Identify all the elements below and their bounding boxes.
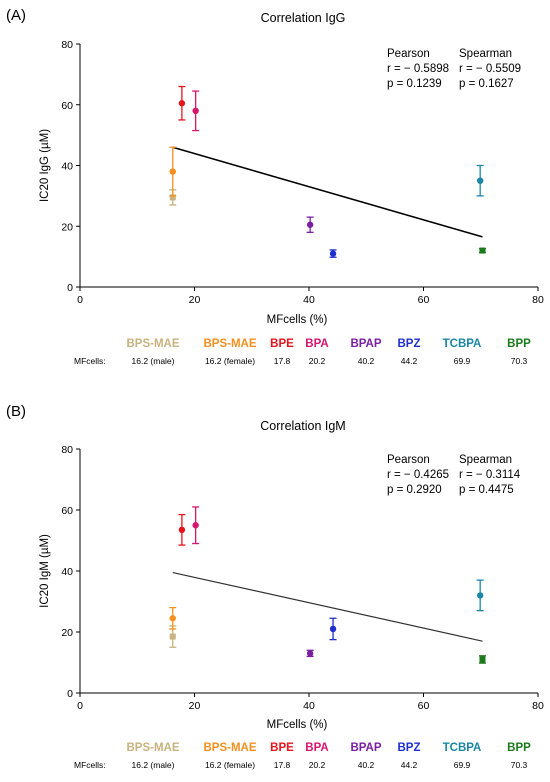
x-axis-label: MFcells (%) (267, 314, 328, 326)
chart-title: Correlation IgM (260, 419, 345, 433)
stats-pearson-p: p = 0.1239 (387, 78, 442, 90)
y-tick-label: 20 (61, 627, 73, 639)
legend-mfcells-value: 16.2 (female) (205, 356, 255, 366)
x-tick-label: 80 (532, 700, 544, 712)
legend-mfcells-value: 69.9 (454, 760, 471, 770)
legend-row-label: MFcells: (74, 356, 106, 366)
x-tick-label: 40 (303, 294, 315, 306)
y-tick-label: 40 (61, 566, 73, 578)
legend-mfcells-value: 70.3 (511, 356, 528, 366)
legend-mfcells-value: 16.2 (male) (132, 760, 175, 770)
chart-panel-b: (B) Correlation IgM 0 20 40 60 80 0 20 40 60 80 MFce… (6, 403, 544, 770)
legend-name-bpp: BPP (507, 338, 531, 350)
x-tick-label: 20 (189, 294, 201, 306)
data-point-bpa (192, 522, 199, 529)
data-point-tcbpa (476, 592, 484, 599)
data-point-bps-mae (169, 615, 176, 622)
y-tick-label: 80 (61, 39, 73, 51)
legend-mfcells-value: 44.2 (401, 760, 418, 770)
data-point-bps-mae (169, 168, 176, 175)
y-axis-label: IC20 IgG (µM) (39, 129, 51, 202)
data-point-tcbpa (476, 177, 484, 184)
legend-name-tcbpa: TCBPA (443, 742, 482, 754)
y-tick-label: 80 (61, 444, 73, 456)
y-axis-label: IC20 IgM (µM) (39, 534, 51, 608)
x-tick-label: 0 (77, 294, 83, 306)
stats-spearman-header: Spearman (459, 48, 512, 60)
data-point-bpp (479, 656, 486, 663)
stats-pearson-r: r = − 0.4265 (387, 469, 449, 481)
legend-name-bpap: BPAP (350, 338, 381, 350)
data-point-bps-mae (169, 633, 176, 640)
stats-spearman-p: p = 0.1627 (459, 78, 514, 90)
x-tick-label: 60 (418, 294, 430, 306)
chart-title: Correlation IgG (261, 11, 346, 25)
data-point-bps-mae (169, 194, 176, 201)
legend-mfcells-value: 20.2 (309, 356, 326, 366)
legend-name-bpa: BPA (305, 338, 328, 350)
stats-pearson-header: Pearson (387, 454, 430, 466)
x-tick-label: 60 (418, 700, 430, 712)
y-tick-label: 40 (61, 161, 73, 173)
legend-mfcells-value: 16.2 (female) (205, 760, 255, 770)
legend-mfcells-value: 17.8 (274, 760, 291, 770)
legend-name-bpa: BPA (305, 742, 328, 754)
y-tick-label: 60 (61, 100, 73, 112)
y-tick-label: 20 (61, 221, 73, 233)
legend-mfcells-value: 20.2 (309, 760, 326, 770)
x-axis-label: MFcells (%) (267, 719, 328, 731)
stats-pearson-p: p = 0.2920 (387, 484, 442, 496)
data-point-bpz (329, 250, 337, 257)
legend-name-bps-mae: BPS-MAE (203, 338, 256, 350)
legend-name-bps-mae: BPS-MAE (126, 742, 179, 754)
data-point-bpp (479, 247, 486, 254)
legend-name-bpe: BPE (270, 742, 294, 754)
y-tick-label: 60 (61, 505, 73, 517)
legend-mfcells-value: 44.2 (401, 356, 418, 366)
x-tick-label: 80 (532, 294, 544, 306)
legend-name-bps-mae: BPS-MAE (126, 338, 179, 350)
legend-mfcells-value: 17.8 (274, 356, 291, 366)
stats-spearman-r: r = − 0.3114 (459, 469, 521, 481)
legend-name-bpz: BPZ (398, 742, 421, 754)
data-point-bpap (306, 650, 314, 657)
legend-name-bpe: BPE (270, 338, 294, 350)
data-point-bpe (178, 100, 186, 107)
chart-panel-a: (A) Correlation IgG 0 20 40 60 80 0 20 40 60 80 MFce… (6, 7, 544, 366)
data-point-bpz (329, 625, 337, 633)
legend-mfcells-value: 40.2 (358, 356, 375, 366)
legend-name-bps-mae: BPS-MAE (203, 742, 256, 754)
trend-line (172, 146, 483, 238)
legend-mfcells-value: 69.9 (454, 356, 471, 366)
data-point-bpa (192, 107, 199, 115)
x-tick-label: 20 (189, 700, 201, 712)
legend-mfcells-value: 16.2 (male) (132, 356, 175, 366)
legend-name-tcbpa: TCBPA (443, 338, 482, 350)
trend-line (172, 571, 483, 642)
stats-spearman-r: r = − 0.5509 (459, 63, 521, 75)
stats-spearman-p: p = 0.4475 (459, 484, 514, 496)
stats-spearman-header: Spearman (459, 454, 512, 466)
panel-label: (B) (6, 403, 26, 420)
stats-pearson-header: Pearson (387, 48, 430, 60)
y-tick-label: 0 (67, 688, 73, 700)
data-point-bpap (306, 221, 314, 228)
legend-row-label: MFcells: (74, 760, 106, 770)
stats-pearson-r: r = − 0.5898 (387, 63, 449, 75)
x-tick-label: 0 (77, 700, 83, 712)
legend-mfcells-value: 70.3 (511, 760, 528, 770)
panel-label: (A) (6, 7, 26, 24)
x-tick-label: 40 (303, 700, 315, 712)
legend-name-bpz: BPZ (398, 338, 421, 350)
y-tick-label: 0 (67, 282, 73, 294)
data-point-bpe (178, 526, 186, 534)
legend-name-bpap: BPAP (350, 742, 381, 754)
legend-name-bpp: BPP (507, 742, 531, 754)
legend-mfcells-value: 40.2 (358, 760, 375, 770)
